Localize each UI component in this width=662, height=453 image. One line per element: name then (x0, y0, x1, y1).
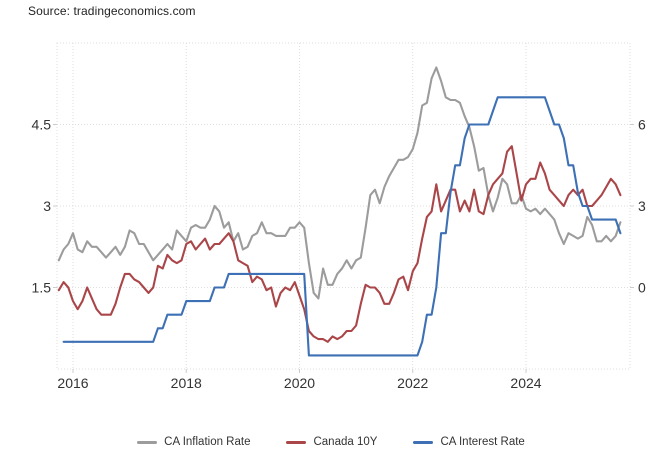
right-axis-label: 0 (638, 280, 646, 296)
left-axis-label: 4.5 (32, 117, 52, 133)
legend-item-canada-10y[interactable]: Canada 10Y (286, 436, 377, 448)
x-axis-label: 2022 (397, 375, 428, 391)
plot-border (56, 42, 631, 370)
x-axis-label: 2016 (57, 375, 88, 391)
series-line-ca-interest-rate (62, 96, 622, 357)
legend-line-swatch-gray (137, 440, 158, 444)
series-line-ca-inflation-rate (57, 66, 622, 300)
legend-line-swatch-red (286, 440, 307, 444)
x-axis-label: 2024 (510, 375, 541, 391)
legend-label: Canada 10Y (313, 436, 378, 448)
source-label: Source: tradingeconomics.com (28, 4, 196, 18)
left-axis-label: 3 (43, 198, 51, 214)
series-line-canada-10y (57, 145, 622, 343)
x-axis-label: 2020 (284, 375, 315, 391)
right-axis-label: 6 (638, 117, 646, 133)
legend-item-ca-interest-rate[interactable]: CA Interest Rate (413, 436, 525, 448)
legend-label: CA Interest Rate (440, 436, 525, 448)
right-axis-label: 3 (638, 198, 646, 214)
x-axis-label: 2018 (171, 375, 202, 391)
left-axis-label: 1.5 (32, 280, 52, 296)
legend-line-swatch-blue (413, 440, 434, 444)
legend-label: CA Inflation Rate (164, 436, 251, 448)
legend-item-ca-inflation-rate[interactable]: CA Inflation Rate (137, 436, 250, 448)
chart-legend: CA Inflation Rate Canada 10Y CA Interest… (0, 432, 662, 452)
chart-canvas[interactable]: 1.5 3 4.5 0 3 6 2016 2018 2020 2022 2024 (0, 0, 662, 410)
